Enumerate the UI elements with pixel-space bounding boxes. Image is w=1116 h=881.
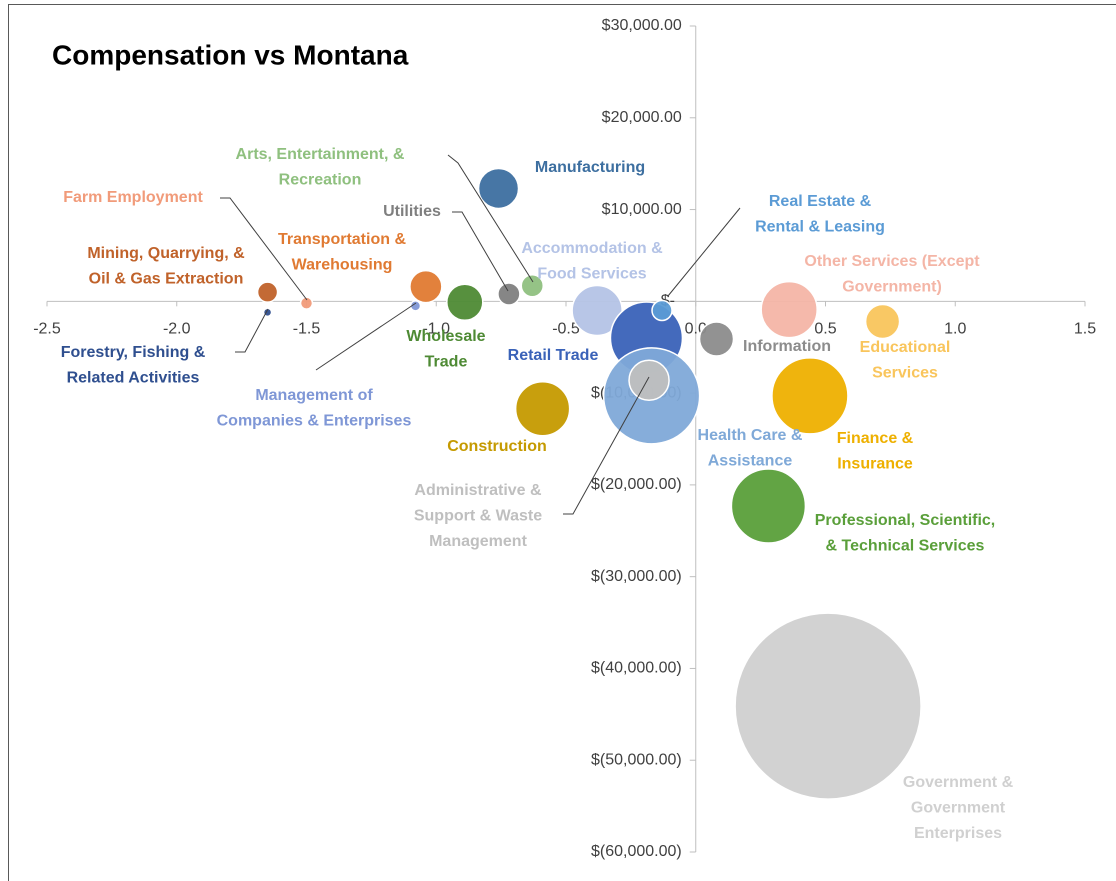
x-tick-label: 1.5 [1074,321,1096,338]
leader-line [315,302,417,371]
x-tick-label: -1.0 [422,321,450,338]
chart-border [8,4,1116,881]
x-tick-label: -1.5 [293,321,321,338]
bubble [734,612,922,800]
data-label: & Technical Services [826,538,985,555]
data-label: Enterprises [914,825,1002,842]
data-label: Real Estate & [769,193,872,210]
data-label: Wholesale [406,328,485,345]
data-label: Support & Waste [414,508,542,525]
bubble [520,273,545,298]
data-label: Rental & Leasing [755,219,885,236]
y-tick-label: $(20,000.00) [591,476,682,493]
x-tick-label: 1.0 [944,321,966,338]
data-label: Management [429,533,527,550]
data-label: Management of [255,387,373,404]
bubble [651,299,673,322]
bubble [730,468,807,544]
leader-line [447,154,534,283]
bubble [446,283,484,322]
bubbles [256,167,922,800]
data-label: Administrative & [414,482,542,499]
data-label: Arts, Entertainment, & [236,146,405,163]
data-label: Information [743,338,831,355]
data-label: Insurance [837,456,913,473]
bubble [409,300,422,312]
data-label: Food Services [537,266,646,283]
bubble [760,280,818,339]
data-label: Retail Trade [508,347,599,364]
data-label: Utilities [383,203,441,220]
x-tick-label: -2.0 [163,321,191,338]
y-tick-label: $(60,000.00) [591,843,682,860]
x-tick-label: -0.5 [552,321,580,338]
data-label: Finance & [837,430,914,447]
leader-line [563,376,650,515]
labels: Mining, Quarrying, & Oil & Gas Extraction… [61,146,1014,842]
y-tick-label: $(50,000.00) [591,751,682,768]
bubble [514,380,571,437]
data-label: Mining, Quarrying, & [87,245,245,262]
bubble [628,359,670,402]
y-tick-label: $(30,000.00) [591,568,682,585]
data-label: Services [872,365,938,382]
leader-line [220,197,308,301]
bubble [497,282,521,306]
data-label: Transportation & [278,231,406,248]
bubble [256,281,279,303]
y-tick-label: $30,000.00 [602,17,682,34]
bubble [409,269,443,304]
chart-title: Compensation vs Montana [52,39,409,70]
data-label: Forestry, Fishing & [61,344,206,361]
data-label: Manufacturing [535,159,645,176]
data-label: Educational [860,339,951,356]
x-tick-label: -2.5 [33,321,61,338]
data-label: Recreation [279,172,362,189]
data-label: Accommodation & [521,240,663,257]
axes: -2.5 -2.0 -1.5 -1.0 -0.5 0.0 0.5 1.0 1.5$30,000.… [33,17,1096,860]
data-label: Warehousing [292,257,393,274]
data-label: Professional, Scientific, [815,512,996,529]
y-tick-label: $(40,000.00) [591,660,682,677]
leader-line [452,211,509,292]
data-label: Government [911,800,1006,817]
y-tick-label: $20,000.00 [602,109,682,126]
data-label: Health Care & [698,427,803,444]
data-label: Assistance [708,453,793,470]
bubble [771,357,849,435]
bubble [698,321,735,357]
data-label: Government) [842,279,942,296]
data-label: Farm Employment [63,189,203,206]
leader-line [235,308,269,353]
x-tick-label: 0.5 [814,321,836,338]
data-label: Other Services (Except [804,253,980,270]
data-label: Oil & Gas Extraction [89,271,244,288]
data-label: Government & [903,774,1014,791]
data-label: Trade [425,354,468,371]
bubble [864,303,901,340]
leader-line [667,207,741,297]
y-tick-label: $10,000.00 [602,201,682,218]
data-label: Related Activities [67,370,200,387]
data-label: Construction [447,438,547,455]
data-label: Companies & Enterprises [217,413,412,430]
bubble [477,167,520,210]
bubble [299,296,314,310]
